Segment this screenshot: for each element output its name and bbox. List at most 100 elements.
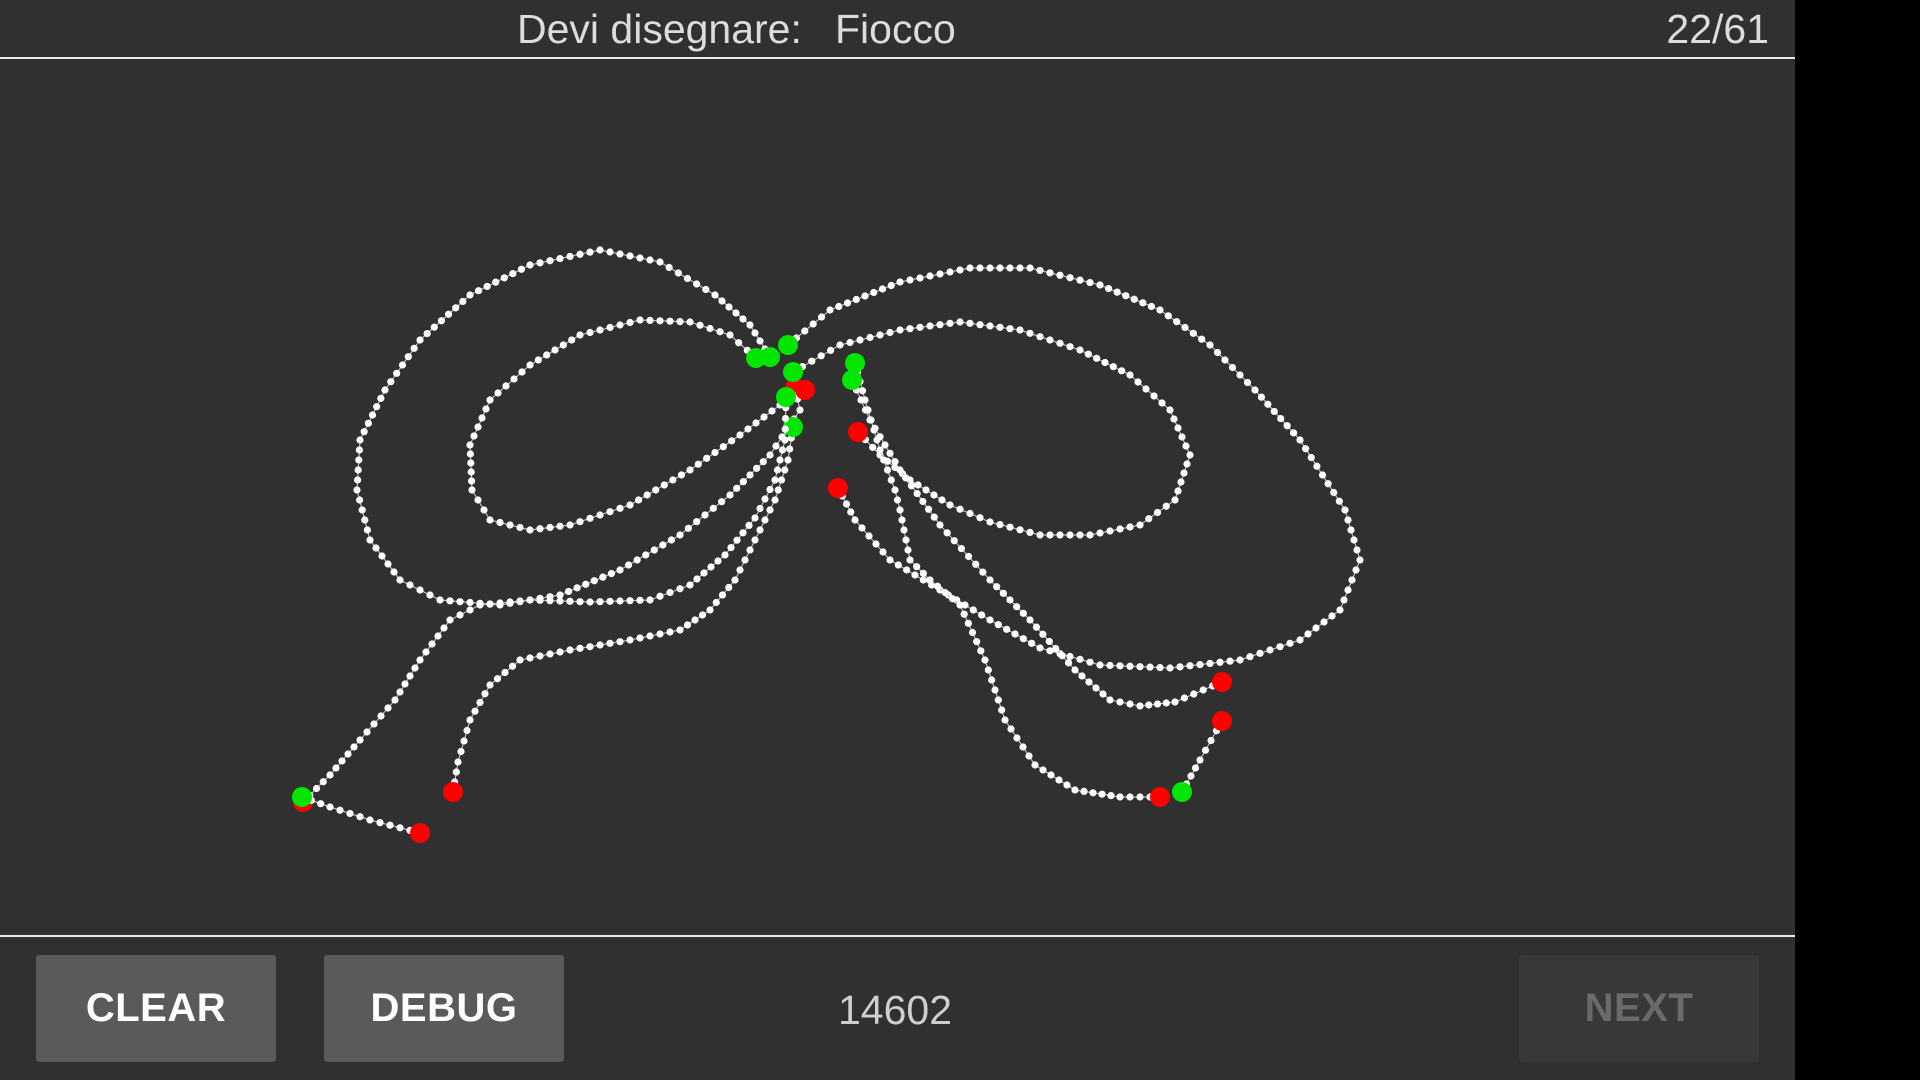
stroke-point bbox=[966, 509, 974, 518]
stroke-point bbox=[1136, 793, 1144, 801]
stroke-point bbox=[665, 263, 673, 272]
stroke-point bbox=[771, 476, 779, 484]
stroke-point bbox=[444, 310, 453, 318]
stroke-point bbox=[744, 425, 752, 433]
stroke-point bbox=[377, 712, 385, 720]
stroke-point bbox=[766, 451, 774, 459]
stroke-line bbox=[302, 396, 787, 803]
stroke-point bbox=[1277, 414, 1285, 423]
stroke-point bbox=[482, 405, 490, 413]
stroke-point bbox=[564, 587, 573, 596]
stroke-point bbox=[916, 323, 924, 331]
stroke-point bbox=[691, 616, 699, 624]
stroke-point bbox=[616, 638, 624, 646]
score-value: 14602 bbox=[838, 987, 953, 1033]
stroke-point bbox=[686, 318, 694, 326]
stroke-point bbox=[946, 268, 954, 276]
stroke-point bbox=[1107, 792, 1115, 800]
stroke-point bbox=[746, 546, 754, 554]
stroke-point bbox=[586, 598, 594, 606]
stroke-point bbox=[404, 353, 412, 361]
stroke-point bbox=[509, 269, 517, 278]
stroke-point bbox=[1006, 325, 1014, 333]
stroke-point bbox=[759, 458, 767, 466]
drawing-canvas[interactable] bbox=[0, 59, 1795, 935]
stroke-point bbox=[986, 576, 994, 584]
stroke-point bbox=[887, 476, 895, 484]
stroke-point bbox=[866, 416, 874, 424]
stroke-point bbox=[502, 382, 510, 390]
stroke-point bbox=[950, 537, 958, 545]
stroke-point bbox=[712, 598, 720, 607]
stroke-point bbox=[999, 589, 1007, 597]
stroke-point bbox=[686, 581, 694, 589]
stroke-point bbox=[536, 259, 544, 267]
stroke-point bbox=[784, 456, 792, 464]
debug-button[interactable]: DEBUG bbox=[324, 955, 564, 1062]
stroke-point bbox=[676, 318, 684, 326]
stroke-point bbox=[1045, 637, 1053, 646]
stroke-point bbox=[1186, 662, 1194, 670]
stroke-point bbox=[1071, 786, 1079, 794]
stroke-point bbox=[966, 319, 974, 327]
stroke-point bbox=[961, 601, 969, 609]
stroke-point bbox=[924, 505, 933, 513]
stroke-point bbox=[586, 643, 594, 651]
stroke-point bbox=[781, 425, 789, 433]
stroke-point bbox=[993, 583, 1001, 591]
stroke-point bbox=[1019, 609, 1027, 617]
stroke-point bbox=[893, 496, 902, 504]
stroke-point bbox=[739, 478, 747, 486]
stroke bbox=[466, 316, 815, 534]
stroke-point bbox=[516, 523, 524, 532]
stroke-point bbox=[922, 486, 930, 494]
stroke-point bbox=[354, 476, 362, 484]
stroke-point bbox=[956, 318, 964, 326]
stroke-point bbox=[1101, 358, 1109, 367]
stroke-point bbox=[871, 424, 879, 432]
stroke-point bbox=[576, 518, 584, 526]
stroke-point bbox=[1086, 278, 1094, 287]
stroke-point bbox=[1031, 761, 1039, 769]
stroke-point bbox=[576, 598, 584, 606]
clear-button[interactable]: CLEAR bbox=[36, 955, 276, 1062]
stroke-point bbox=[976, 264, 984, 272]
stroke-point bbox=[936, 521, 944, 529]
stroke-point bbox=[1106, 527, 1114, 535]
stroke-point bbox=[486, 681, 494, 689]
next-button[interactable]: NEXT bbox=[1519, 955, 1759, 1062]
stroke-point bbox=[891, 458, 899, 466]
stroke-point bbox=[1352, 566, 1360, 574]
stroke-point bbox=[1055, 776, 1063, 784]
stroke-point bbox=[1328, 612, 1336, 620]
stroke-point bbox=[666, 588, 674, 597]
stroke-point bbox=[483, 282, 491, 291]
stroke-point bbox=[650, 546, 658, 554]
stroke-point bbox=[1207, 736, 1215, 745]
stroke-point bbox=[626, 597, 634, 605]
stroke-point bbox=[476, 698, 484, 707]
stroke-point bbox=[317, 800, 325, 808]
stroke-point bbox=[1019, 743, 1027, 751]
stroke-point bbox=[616, 597, 624, 605]
stroke-point bbox=[1171, 496, 1179, 504]
stroke-point bbox=[366, 536, 374, 544]
stroke-line bbox=[356, 249, 801, 606]
stroke-point bbox=[946, 501, 954, 509]
stroke-point bbox=[326, 803, 334, 811]
stroke-point bbox=[1066, 274, 1074, 282]
stroke-point bbox=[616, 566, 624, 574]
stroke-point bbox=[353, 486, 361, 494]
stroke-point bbox=[919, 569, 927, 577]
stroke-point bbox=[506, 521, 514, 529]
stroke-point bbox=[1116, 698, 1124, 706]
stroke-point bbox=[1026, 528, 1034, 536]
stroke-point bbox=[930, 513, 938, 521]
stroke-start-point bbox=[783, 417, 803, 437]
stroke-point bbox=[526, 261, 534, 269]
stroke-point bbox=[434, 632, 442, 640]
stroke-point bbox=[652, 486, 660, 494]
stroke-point bbox=[756, 337, 764, 345]
stroke-point bbox=[684, 524, 692, 532]
stroke-point bbox=[936, 270, 944, 278]
